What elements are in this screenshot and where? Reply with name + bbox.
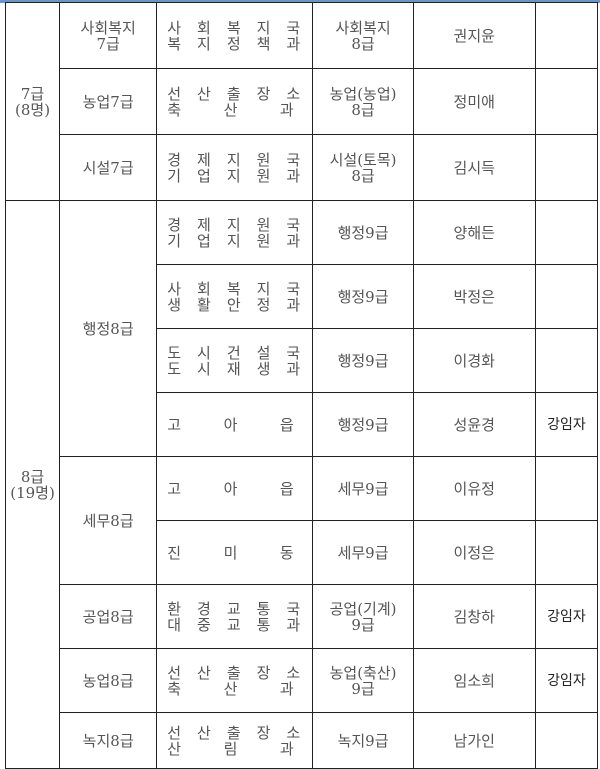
department-line: 선산출장소 <box>167 84 317 103</box>
department-cell: 환경교통국 대중교통과 <box>156 584 317 649</box>
table-row: 시설7급 경제지원국 기업지원과 시설(토목) 8급 김시득 <box>6 134 599 201</box>
note-cell: 강임자 <box>534 648 599 713</box>
table-row: 진 미 동 세무9급 이정은 <box>6 520 599 585</box>
series-cell: 행정8급 <box>59 200 158 457</box>
department-line: 고 아 읍 <box>167 415 305 434</box>
department-cell: 진 미 동 <box>156 520 314 585</box>
department-line: 고 아 읍 <box>167 479 305 498</box>
department-cell: 고 아 읍 <box>156 456 314 521</box>
department-line: 도시재생과 <box>167 359 317 378</box>
new-grade-cell: 공업(기계) 9급 <box>312 584 414 649</box>
department-cell: 도시건설국 도시재생과 <box>156 328 317 393</box>
table-row: 고 아 읍 행정9급 성윤경 강임자 <box>6 392 599 457</box>
grade-label: 7급 <box>20 84 45 103</box>
name-cell: 권지윤 <box>412 2 536 69</box>
note-cell <box>534 2 599 69</box>
department-line: 선산출장소 <box>167 723 317 742</box>
series-cell: 녹지8급 <box>59 712 158 769</box>
note-cell <box>534 264 599 329</box>
department-cell: 사회복지국 복지정책과 <box>156 2 317 69</box>
note-cell <box>534 134 599 201</box>
department-line: 기업지원과 <box>167 231 317 250</box>
department-cell: 사회복지국 생활안정과 <box>156 264 317 329</box>
new-grade-cell: 녹지9급 <box>312 712 414 769</box>
name-cell: 정미애 <box>412 68 536 135</box>
grade-count: (19명) <box>10 483 55 502</box>
name-cell: 김창하 <box>412 584 536 649</box>
department-cell: 선산출장소 축 산 과 <box>156 68 317 135</box>
department-cell: 경제지원국 기업지원과 <box>156 134 317 201</box>
department-line: 사회복지국 <box>167 18 317 37</box>
department-cell: 경제지원국 기업지원과 <box>156 200 317 265</box>
department-line: 도시건설국 <box>167 343 317 362</box>
note-cell <box>534 520 599 585</box>
series-cell: 공업8급 <box>59 584 158 649</box>
department-cell: 고 아 읍 <box>156 392 314 457</box>
note-cell <box>534 200 599 265</box>
department-line: 환경교통국 <box>167 599 317 618</box>
table-row: 세무8급 고 아 읍 세무9급 이유정 <box>6 456 599 585</box>
table-row: 농업8급 선산출장소 축 산 과 농업(축산) 9급 임소희 강임자 <box>6 648 599 713</box>
department-line: 기업지원과 <box>167 166 317 185</box>
table-row: 사회복지국 생활안정과 행정9급 박정은 <box>6 264 599 329</box>
department-line: 선산출장소 <box>167 663 317 682</box>
name-cell: 남가인 <box>412 712 536 769</box>
new-grade-cell: 농업(농업) 8급 <box>312 68 414 135</box>
new-grade-cell: 행정9급 <box>312 392 414 457</box>
department-line: 복지정책과 <box>167 34 317 53</box>
series-cell: 농업7급 <box>59 68 158 135</box>
name-cell: 이경화 <box>412 328 536 393</box>
department-line: 축 산 과 <box>167 679 305 698</box>
department-line: 생활안정과 <box>167 295 317 314</box>
new-grade-cell: 행정9급 <box>312 200 414 265</box>
department-cell: 선산출장소 축 산 과 <box>156 648 317 713</box>
department-line: 축 산 과 <box>167 100 305 119</box>
personnel-table: 7급 (8명) 사회복지 7급 사회복지국 복지정책과 사회복지 8급 권지윤 농업7급 선산출… <box>4 2 599 769</box>
new-grade-cell: 시설(토목) 8급 <box>312 134 414 201</box>
name-cell: 이유정 <box>412 456 536 521</box>
name-cell: 김시득 <box>412 134 536 201</box>
department-line: 사회복지국 <box>167 279 317 298</box>
new-grade-cell: 행정9급 <box>312 328 414 393</box>
grade-count: (8명) <box>15 100 51 119</box>
grade-label: 8급 <box>20 467 45 486</box>
new-grade-cell: 사회복지 8급 <box>312 2 414 69</box>
department-line: 경제지원국 <box>167 215 317 234</box>
department-line: 진 미 동 <box>167 543 305 562</box>
name-cell: 이정은 <box>412 520 536 585</box>
new-grade-cell: 세무9급 <box>312 456 414 521</box>
table-row: 녹지8급 선산출장소 산 림 과 녹지9급 남가인 <box>6 712 599 769</box>
table-row: 공업8급 환경교통국 대중교통과 공업(기계) 9급 김창하 강임자 <box>6 584 599 649</box>
name-cell: 양해든 <box>412 200 536 265</box>
series-cell: 사회복지 7급 <box>59 2 158 69</box>
department-cell: 선산출장소 산 림 과 <box>156 712 317 769</box>
new-grade-cell: 세무9급 <box>312 520 414 585</box>
grade-cell: 7급 (8명) <box>4 2 61 201</box>
department-line: 대중교통과 <box>167 615 317 634</box>
name-cell: 임소희 <box>412 648 536 713</box>
note-cell <box>534 68 599 135</box>
series-cell: 농업8급 <box>59 648 158 713</box>
new-grade-cell: 행정9급 <box>312 264 414 329</box>
note-cell: 강임자 <box>534 584 599 649</box>
note-cell <box>534 328 599 393</box>
table-row: 7급 (8명) 사회복지 7급 사회복지국 복지정책과 사회복지 8급 권지윤 <box>4 2 599 201</box>
note-cell <box>534 712 599 769</box>
table-row: 8급 (19명) 행정8급 경제지원국 기업지원과 행정9급 양해든 <box>4 200 599 769</box>
table-row: 농업7급 선산출장소 축 산 과 농업(농업) 8급 정미애 <box>6 68 599 135</box>
name-cell: 박정은 <box>412 264 536 329</box>
series-cell: 세무8급 <box>59 456 158 585</box>
department-line: 산 림 과 <box>167 739 305 758</box>
top-border <box>0 0 600 3</box>
department-line: 경제지원국 <box>167 150 317 169</box>
series-cell: 시설7급 <box>59 134 158 201</box>
new-grade-cell: 농업(축산) 9급 <box>312 648 414 713</box>
name-cell: 성윤경 <box>412 392 536 457</box>
grade-cell: 8급 (19명) <box>4 200 61 769</box>
note-cell <box>534 456 599 521</box>
note-cell: 강임자 <box>534 392 599 457</box>
